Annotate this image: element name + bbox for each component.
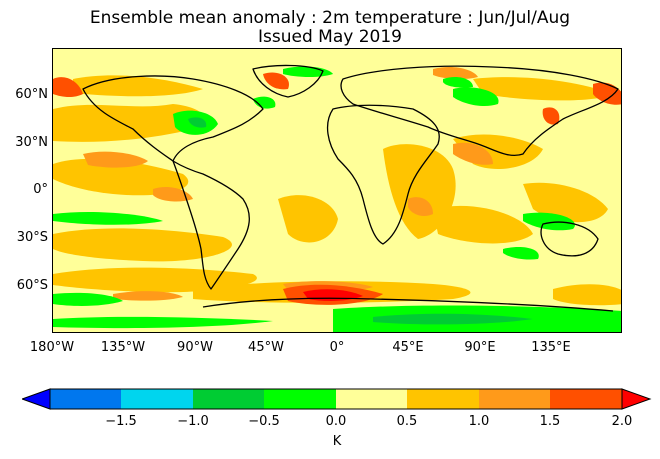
colorbar-bin — [193, 389, 264, 409]
colorbar-tick: −1.5 — [105, 414, 137, 429]
anomaly-map — [52, 48, 622, 333]
colorbar-tick: 1.0 — [468, 414, 490, 429]
lon-tick-135w: 135°W — [100, 340, 146, 355]
chart-subtitle: Issued May 2019 — [258, 27, 402, 47]
chart-title: Ensemble mean anomaly : 2m temperature :… — [89, 8, 571, 28]
colorbar-bin — [407, 389, 479, 409]
colorbar-bin — [336, 389, 407, 409]
colorbar-bin — [50, 389, 121, 409]
colorbar-frame — [49, 388, 623, 410]
colorbar-tick: 0.5 — [396, 414, 418, 429]
lon-tick-0: 0° — [329, 340, 345, 355]
lat-tick-30s: 30°S — [16, 230, 48, 245]
lon-tick-45e: 45°E — [392, 340, 424, 355]
lat-tick-60s: 60°S — [16, 278, 48, 293]
moderate-cool-anomaly-regions — [188, 117, 533, 325]
lat-tick-30n: 30°N — [15, 135, 48, 150]
colorbar-low-extension — [22, 388, 51, 410]
lon-tick-90e: 90°E — [464, 340, 496, 355]
colorbar-tick: 1.5 — [539, 414, 561, 429]
coastlines — [82, 64, 619, 312]
colorbar-bin — [121, 389, 193, 409]
colorbar-tick: −0.5 — [248, 414, 280, 429]
lat-tick-0: 0° — [33, 182, 48, 197]
colorbar-tick: 2.0 — [611, 414, 633, 429]
colorbar-high-extension — [621, 388, 652, 410]
lon-tick-45w: 45°W — [248, 340, 284, 355]
colorbar-tick: 0.0 — [325, 414, 347, 429]
lon-tick-90w: 90°W — [177, 340, 213, 355]
colorbar — [22, 388, 652, 410]
anomaly-map-canvas — [53, 49, 621, 332]
lat-tick-60n: 60°N — [15, 87, 48, 102]
colorbar-bin — [479, 389, 550, 409]
colorbar-units-label: K — [332, 434, 342, 449]
colorbar-bin — [550, 389, 622, 409]
colorbar-bin — [264, 389, 336, 409]
lon-tick-180w: 180°W — [29, 340, 75, 355]
colorbar-tick: −1.0 — [177, 414, 209, 429]
lon-tick-135e: 135°E — [531, 340, 571, 355]
